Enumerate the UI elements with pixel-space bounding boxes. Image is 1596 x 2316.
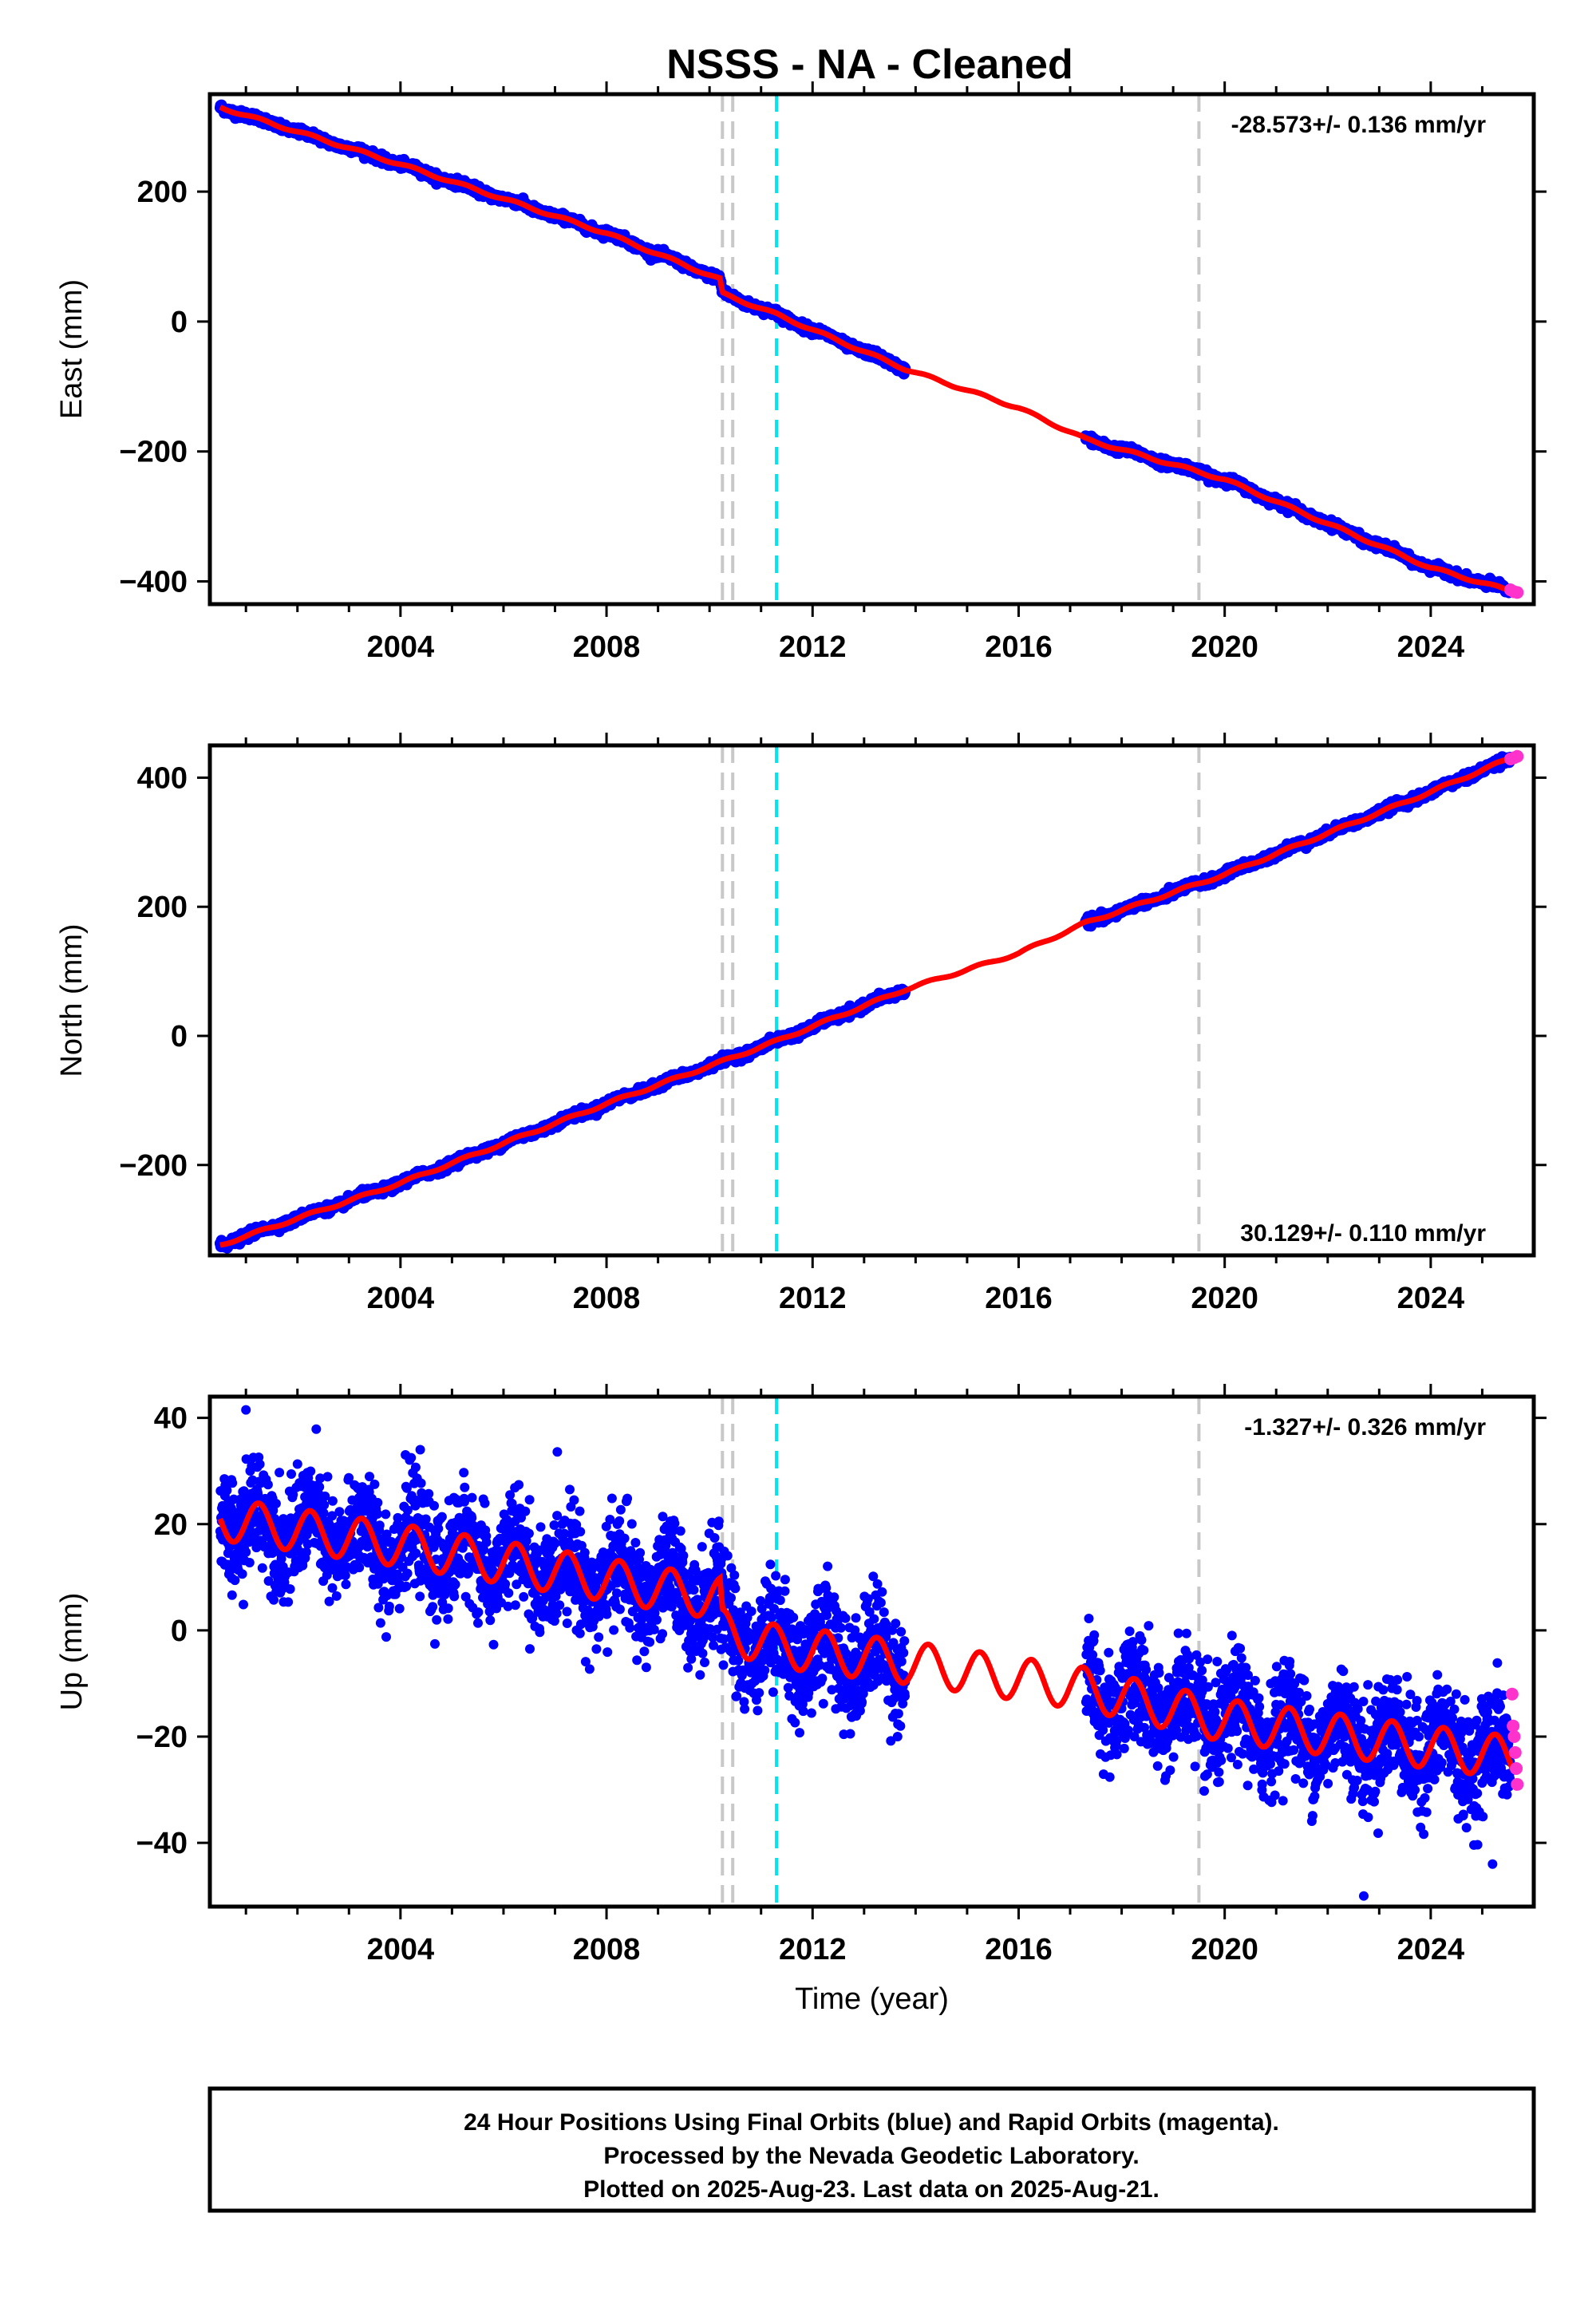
plot-frame: [207, 92, 1536, 607]
figure-title: NSSS - NA - Cleaned: [666, 41, 1073, 88]
x-ticks: 2004 2008 2012 2016 2020 2024: [244, 81, 1483, 664]
x-tick-label: 2004: [367, 630, 435, 664]
x-tick-label: 2020: [1191, 630, 1258, 664]
y-tick-label: 0: [171, 306, 188, 339]
north-panel: 2004 2008 2012 2016 2020 20244002000−200North…: [55, 733, 1547, 1315]
x-tick-label: 2012: [779, 630, 847, 664]
rate-label: -28.573+/- 0.136 mm/yr: [1231, 112, 1487, 138]
y-tick-label: −400: [119, 566, 188, 599]
east-panel: 2004 2008 2012 2016 2020 2024 200 0 −200 −400 East…: [55, 81, 1547, 664]
model-curve: [219, 105, 1515, 595]
rapid-point: [1511, 586, 1524, 599]
x-tick-label: 2008: [573, 630, 641, 664]
event-lines: [721, 745, 1201, 1255]
x-tick-label: 2024: [1397, 630, 1465, 664]
panels: 2004 2008 2012 2016 2020 2024 200 0 −200 −400 East…: [55, 81, 1547, 2016]
y-ticks: 200 0 −200 −400: [119, 176, 1547, 599]
event-lines: [721, 94, 1201, 604]
y-tick-label: 200: [137, 176, 188, 209]
y-tick-label: −200: [119, 436, 188, 469]
y-axis-label: East (mm): [55, 279, 89, 419]
x-tick-label: 2016: [985, 630, 1053, 664]
rapid-orbit-points: [1503, 583, 1524, 599]
